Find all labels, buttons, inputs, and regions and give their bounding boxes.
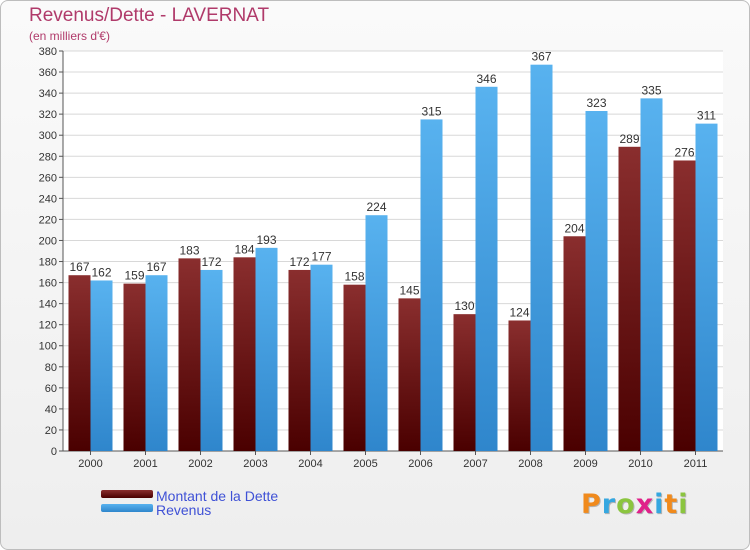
- bar-dette: [343, 284, 366, 451]
- logo-letter: r: [601, 489, 617, 520]
- y-tick-label: 80: [45, 362, 57, 374]
- data-label-revenus: 162: [91, 265, 111, 279]
- data-label-dette: 276: [674, 145, 694, 159]
- bar-dette: [233, 257, 256, 451]
- x-tick-label: 2002: [188, 458, 212, 470]
- bar-revenus: [475, 86, 498, 451]
- y-tick-label: 0: [51, 446, 57, 458]
- data-label-revenus: 311: [697, 109, 716, 123]
- y-tick-label: 260: [39, 172, 57, 184]
- logo-letter: i: [678, 489, 689, 520]
- logo-letter: o: [616, 489, 636, 520]
- y-tick-label: 220: [39, 214, 57, 226]
- data-label-dette: 159: [124, 269, 144, 283]
- bar-revenus: [310, 264, 333, 451]
- logo-letter: x: [635, 489, 655, 520]
- bar-revenus: [585, 111, 608, 451]
- y-tick-label: 240: [39, 193, 57, 205]
- data-label-revenus: 346: [476, 72, 496, 86]
- y-tick-label: 340: [39, 88, 57, 100]
- x-tick-label: 2008: [518, 458, 542, 470]
- data-label-dette: 172: [289, 255, 309, 269]
- x-tick-label: 2000: [78, 458, 102, 470]
- data-label-revenus: 177: [311, 250, 331, 264]
- bar-revenus: [640, 98, 663, 452]
- data-label-revenus: 335: [641, 83, 661, 97]
- logo-letter: P: [581, 489, 602, 520]
- y-tick-label: 40: [45, 404, 57, 416]
- legend-swatch-dette: [101, 490, 153, 498]
- bar-revenus: [695, 123, 718, 451]
- bar-dette: [673, 160, 696, 451]
- y-tick-label: 360: [39, 67, 57, 79]
- bar-revenus: [365, 215, 388, 451]
- proxiti-logo: Proxiti: [581, 489, 689, 520]
- bar-revenus: [145, 275, 168, 451]
- y-tick-label: 60: [45, 383, 57, 395]
- y-tick-label: 280: [39, 151, 57, 163]
- bar-dette: [68, 275, 91, 451]
- bar-revenus: [200, 269, 223, 451]
- y-tick-label: 320: [39, 109, 57, 121]
- data-label-revenus: 367: [531, 50, 551, 64]
- x-tick-label: 2004: [298, 458, 322, 470]
- bar-dette: [618, 146, 641, 451]
- bar-revenus: [530, 64, 553, 452]
- data-label-dette: 145: [399, 283, 419, 297]
- data-label-dette: 289: [619, 132, 639, 146]
- x-tick-label: 2007: [463, 458, 487, 470]
- data-label-revenus: 224: [366, 200, 386, 214]
- x-tick-label: 2005: [353, 458, 377, 470]
- y-tick-label: 120: [39, 320, 57, 332]
- data-label-dette: 183: [179, 243, 199, 257]
- bar-revenus: [255, 247, 278, 451]
- x-tick-label: 2009: [573, 458, 597, 470]
- data-label-dette: 184: [234, 242, 254, 256]
- x-tick-label: 2011: [684, 458, 708, 470]
- legend-label-revenus: Revenus: [156, 502, 212, 518]
- y-tick-label: 200: [39, 235, 57, 247]
- logo-letter: i: [654, 489, 665, 520]
- legend-swatch-revenus: [101, 504, 153, 512]
- x-tick-label: 2003: [243, 458, 267, 470]
- legend-label-dette: Montant de la Dette: [156, 488, 279, 504]
- data-label-dette: 124: [509, 305, 529, 319]
- y-tick-label: 380: [39, 46, 57, 58]
- y-tick-label: 300: [39, 130, 57, 142]
- y-tick-label: 180: [39, 257, 57, 269]
- data-label-revenus: 193: [256, 233, 276, 247]
- data-label-revenus: 315: [421, 104, 441, 118]
- bar-revenus: [420, 119, 443, 451]
- data-label-revenus: 172: [201, 255, 221, 269]
- data-label-revenus: 167: [146, 260, 166, 274]
- plot-area: [63, 51, 723, 451]
- data-label-revenus: 323: [586, 96, 606, 110]
- bar-dette: [563, 236, 586, 451]
- x-tick-label: 2006: [408, 458, 432, 470]
- logo-letter: t: [664, 489, 679, 520]
- data-label-dette: 167: [69, 260, 89, 274]
- y-tick-label: 140: [39, 299, 57, 311]
- bar-dette: [398, 298, 421, 451]
- bar-dette: [453, 314, 476, 451]
- bar-dette: [123, 283, 146, 451]
- y-tick-label: 100: [39, 341, 57, 353]
- bar-revenus: [90, 280, 113, 451]
- data-label-dette: 204: [564, 221, 584, 235]
- bar-dette: [178, 258, 201, 451]
- chart-subtitle: (en milliers d'€): [29, 29, 110, 43]
- data-label-dette: 130: [454, 299, 474, 313]
- y-tick-label: 20: [45, 425, 57, 437]
- x-tick-label: 2001: [133, 458, 157, 470]
- bar-dette: [508, 320, 531, 451]
- bar-dette: [288, 269, 311, 451]
- y-tick-label: 160: [39, 278, 57, 290]
- x-tick-label: 2010: [628, 458, 652, 470]
- data-label-dette: 158: [344, 270, 364, 284]
- chart-title: Revenus/Dette - LAVERNAT: [29, 5, 270, 26]
